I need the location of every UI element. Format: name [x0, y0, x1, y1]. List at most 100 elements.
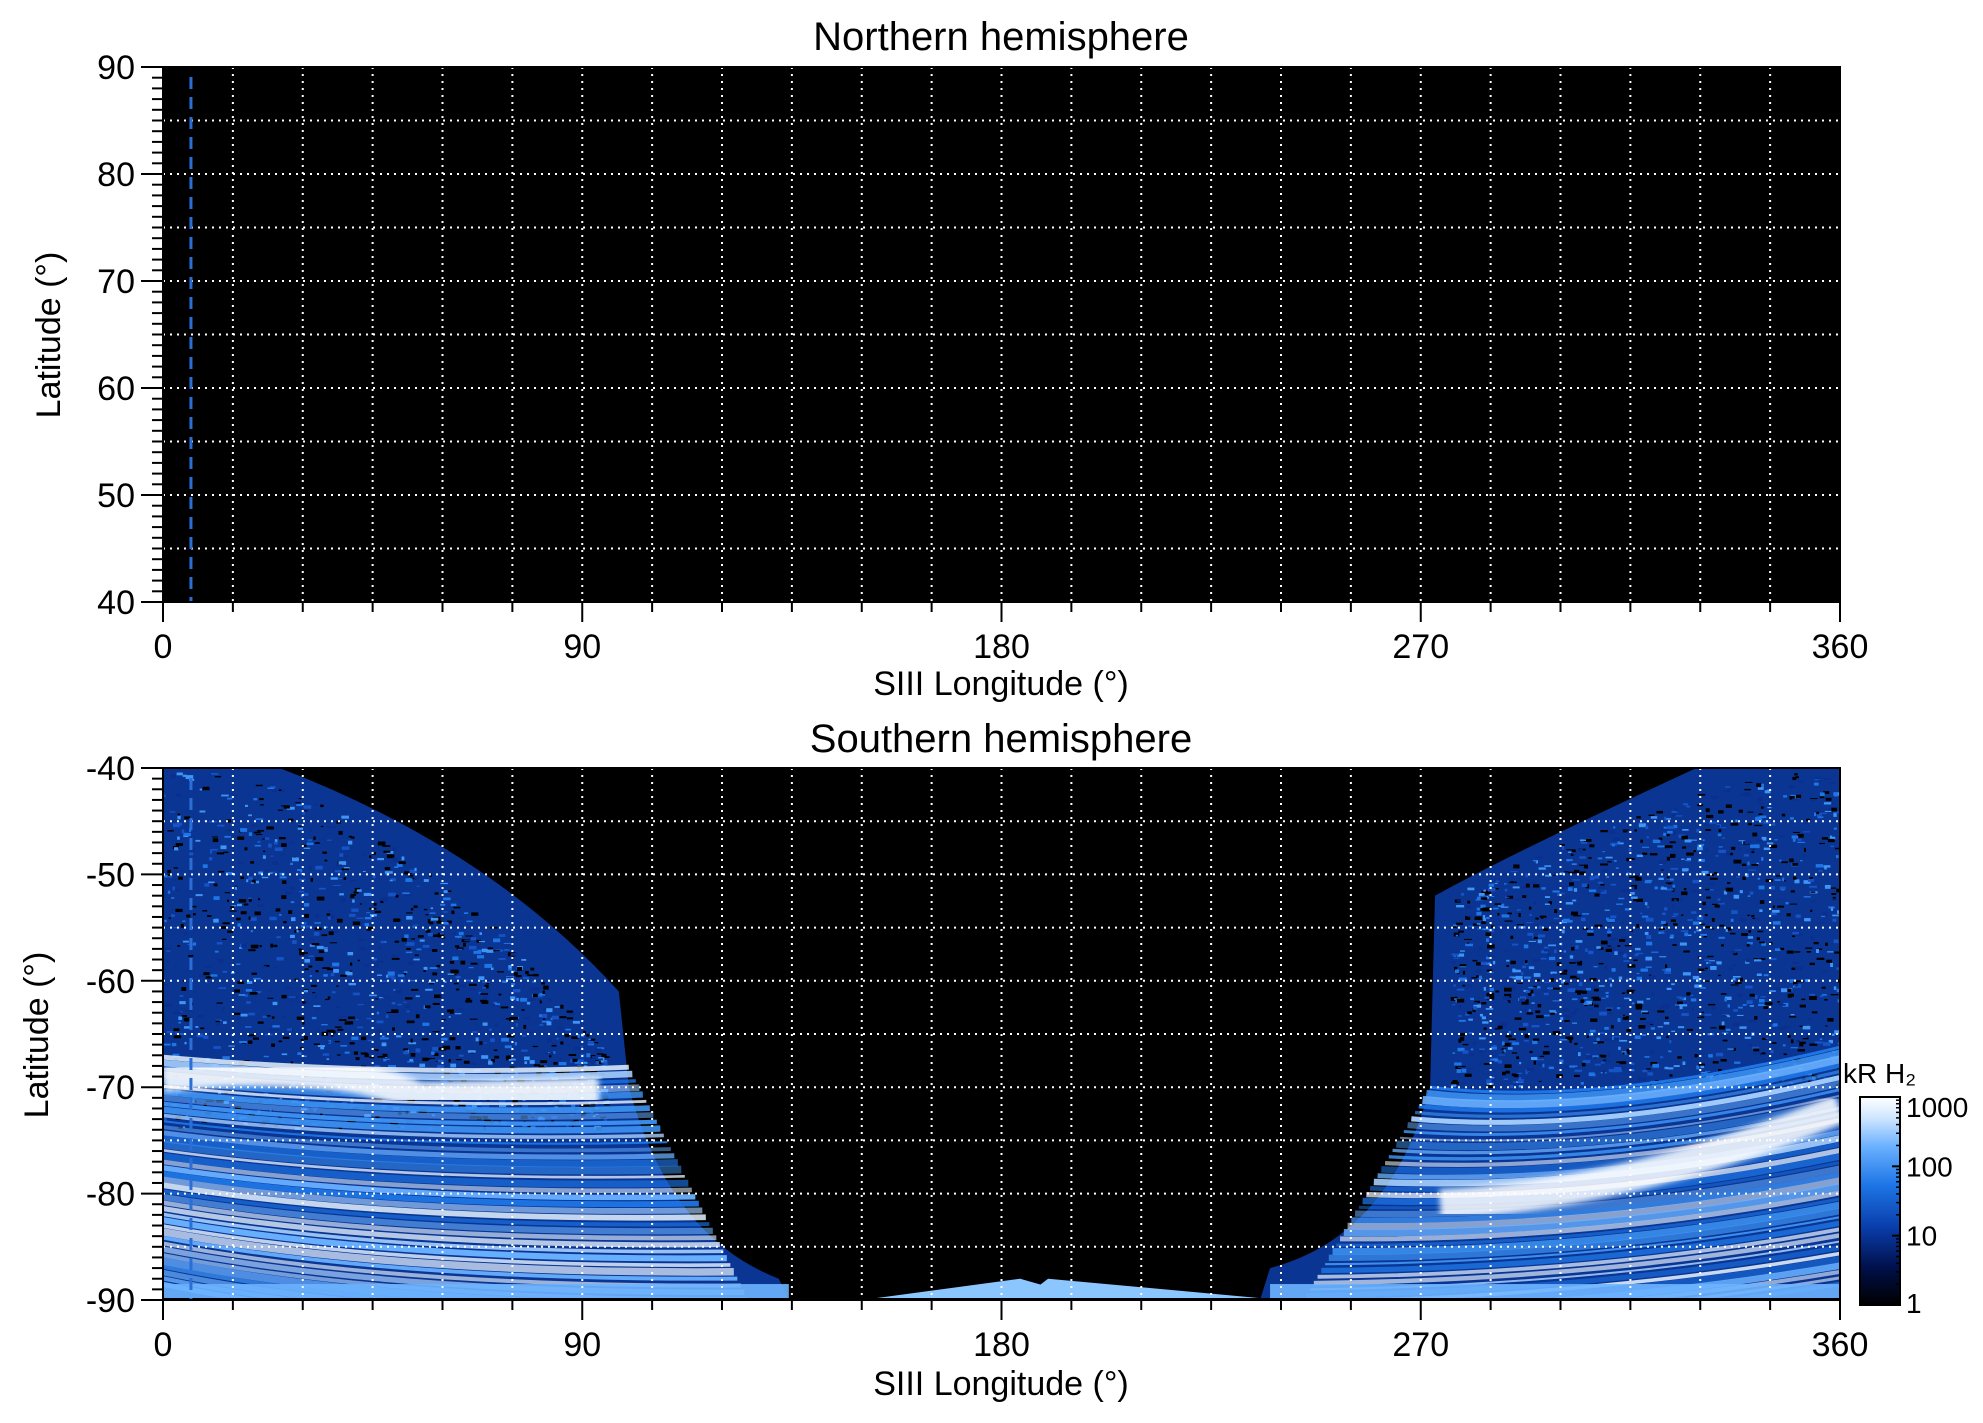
emission-speckle	[317, 1045, 325, 1047]
emission-speckle	[1554, 909, 1558, 913]
emission-speckle	[1687, 860, 1692, 862]
emission-speckle	[1502, 996, 1510, 1000]
emission-speckle	[1758, 813, 1763, 816]
emission-speckle	[1613, 1037, 1620, 1041]
emission-speckle	[220, 845, 227, 850]
emission-speckle	[470, 962, 478, 965]
emission-speckle	[1544, 903, 1550, 905]
emission-speckle	[381, 980, 388, 983]
emission-speckle	[289, 886, 295, 890]
emission-speckle	[1596, 1037, 1600, 1041]
emission-speckle	[559, 1016, 567, 1019]
emission-speckle	[431, 1051, 435, 1055]
emission-speckle	[1459, 965, 1467, 968]
emission-speckle	[1697, 794, 1706, 796]
emission-speckle	[1782, 877, 1785, 882]
emission-speckle	[463, 912, 469, 914]
emission-speckle	[271, 1016, 275, 1019]
emission-speckle	[1679, 1005, 1683, 1010]
emission-speckle	[1462, 970, 1466, 975]
emission-speckle	[1651, 951, 1659, 953]
emission-speckle	[353, 891, 359, 894]
emission-speckle	[1665, 888, 1674, 891]
emission-speckle	[1725, 928, 1728, 932]
emission-speckle	[512, 1056, 517, 1059]
emission-speckle	[412, 924, 419, 926]
emission-speckle	[1745, 985, 1753, 989]
emission-speckle	[1678, 857, 1687, 860]
emission-speckle	[343, 855, 349, 858]
emission-speckle	[1608, 1068, 1617, 1073]
emission-speckle	[417, 1034, 422, 1036]
emission-speckle	[1619, 1004, 1624, 1007]
emission-speckle	[1473, 1006, 1477, 1010]
emission-speckle	[1621, 889, 1630, 893]
emission-arc	[163, 1235, 738, 1281]
emission-speckle	[1763, 1006, 1768, 1009]
emission-speckle	[433, 1053, 439, 1056]
emission-speckle	[1828, 782, 1835, 785]
emission-speckle	[1603, 1038, 1612, 1041]
emission-speckle	[1718, 1025, 1726, 1030]
emission-speckle	[345, 971, 353, 976]
emission-speckle	[222, 922, 230, 925]
emission-arc	[1313, 1233, 1840, 1286]
emission-speckle	[1742, 792, 1751, 797]
emission-speckle	[1649, 853, 1658, 856]
emission-speckle	[391, 954, 398, 958]
emission-speckle	[175, 793, 182, 797]
emission-speckle	[1817, 814, 1822, 819]
emission-speckle	[341, 846, 350, 850]
main-oval	[163, 1055, 600, 1113]
emission-speckle	[1478, 893, 1485, 897]
x-tick-label: 360	[1812, 1326, 1869, 1364]
emission-speckle	[316, 1029, 320, 1032]
emission-speckle	[452, 956, 459, 961]
emission-speckle	[401, 856, 405, 861]
emission-speckle	[364, 923, 369, 927]
emission-speckle	[244, 847, 248, 851]
emission-arc	[163, 1120, 668, 1145]
emission-speckle	[1573, 888, 1578, 892]
emission-arc	[1321, 1220, 1840, 1274]
emission-speckle	[291, 917, 296, 922]
emission-speckle	[282, 880, 287, 884]
emission-speckle	[270, 871, 277, 873]
emission-speckle	[234, 885, 238, 888]
emission-speckle	[1749, 1005, 1754, 1007]
emission-speckle	[568, 1011, 575, 1015]
emission-speckle	[1607, 918, 1615, 922]
emission-speckle	[1453, 984, 1456, 987]
emission-speckle	[407, 961, 414, 966]
emission-speckle	[264, 869, 271, 873]
emission-speckle	[1589, 978, 1597, 981]
x-tick-label: 360	[1812, 628, 1869, 666]
emission-speckle	[538, 1065, 546, 1069]
emission-speckle	[416, 948, 422, 951]
emission-speckle	[1636, 898, 1643, 902]
emission-speckle	[1472, 1002, 1478, 1005]
emission-speckle	[322, 851, 327, 854]
northern-title: Northern hemisphere	[813, 15, 1189, 59]
emission-speckle	[1705, 888, 1711, 891]
emission-speckle	[1537, 1059, 1544, 1061]
emission-speckle	[401, 937, 407, 942]
emission-speckle	[303, 847, 310, 849]
emission-speckle	[195, 894, 203, 897]
emission-speckle	[276, 936, 281, 939]
emission-speckle	[1564, 1019, 1570, 1022]
emission-speckle	[1670, 853, 1676, 858]
emission-speckle	[603, 1117, 608, 1122]
emission-speckle	[1719, 899, 1722, 904]
emission-speckle	[430, 907, 434, 910]
emission-speckle	[1669, 841, 1676, 844]
emission-speckle	[1633, 899, 1639, 902]
emission-speckle	[406, 1020, 415, 1024]
emission-speckle	[1580, 917, 1586, 922]
emission-speckle	[1570, 853, 1574, 856]
emission-speckle	[1821, 970, 1829, 972]
emission-speckle	[413, 958, 420, 961]
emission-speckle	[521, 1009, 525, 1011]
emission-speckle	[281, 843, 287, 847]
emission-speckle	[230, 906, 235, 909]
